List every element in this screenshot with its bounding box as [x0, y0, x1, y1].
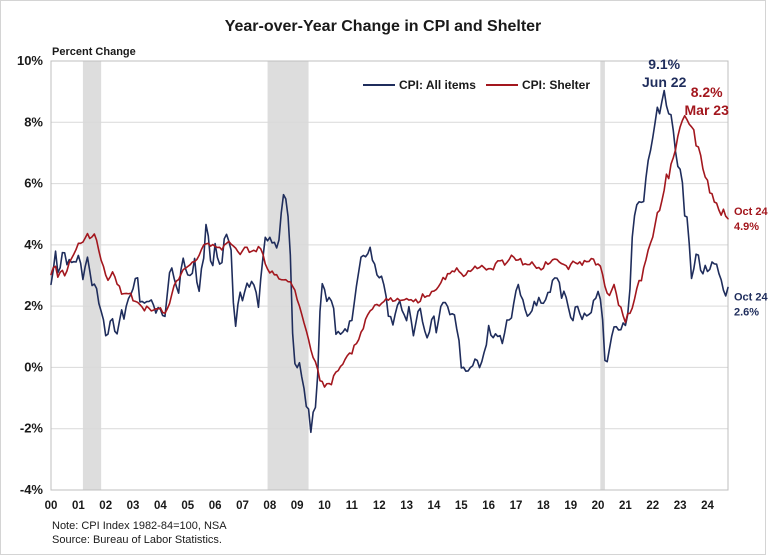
svg-text:12: 12	[373, 500, 386, 512]
svg-text:16: 16	[482, 500, 495, 512]
svg-text:13: 13	[400, 500, 413, 512]
svg-text:08: 08	[263, 500, 276, 512]
svg-text:21: 21	[619, 500, 632, 512]
svg-text:22: 22	[646, 500, 659, 512]
svg-text:04: 04	[154, 500, 167, 512]
svg-text:8%: 8%	[24, 114, 43, 129]
svg-text:03: 03	[127, 500, 140, 512]
svg-text:Oct 24: Oct 24	[734, 292, 768, 304]
svg-text:Mar 23: Mar 23	[685, 102, 730, 118]
svg-text:2%: 2%	[24, 298, 43, 313]
svg-text:15: 15	[455, 500, 468, 512]
svg-text:CPI: All items: CPI: All items	[399, 78, 476, 92]
svg-text:07: 07	[236, 500, 249, 512]
svg-text:Jun 22: Jun 22	[642, 74, 687, 90]
svg-text:14: 14	[428, 500, 441, 512]
svg-text:2.6%: 2.6%	[734, 307, 759, 319]
svg-text:-4%: -4%	[20, 482, 44, 497]
svg-text:10%: 10%	[17, 53, 43, 68]
svg-text:6%: 6%	[24, 176, 43, 191]
svg-text:4%: 4%	[24, 237, 43, 252]
svg-text:24: 24	[701, 500, 714, 512]
svg-text:00: 00	[45, 500, 58, 512]
svg-text:0%: 0%	[24, 359, 43, 374]
svg-text:06: 06	[209, 500, 222, 512]
svg-text:CPI: Shelter: CPI: Shelter	[522, 78, 590, 92]
svg-text:01: 01	[72, 500, 85, 512]
svg-text:20: 20	[592, 500, 605, 512]
svg-text:02: 02	[99, 500, 112, 512]
svg-text:23: 23	[674, 500, 687, 512]
svg-text:11: 11	[346, 500, 359, 512]
svg-text:4.9%: 4.9%	[734, 221, 759, 233]
svg-text:Oct 24: Oct 24	[734, 206, 768, 218]
svg-text:-2%: -2%	[20, 421, 44, 436]
svg-text:09: 09	[291, 500, 304, 512]
svg-text:18: 18	[537, 500, 550, 512]
svg-text:05: 05	[181, 500, 194, 512]
svg-text:10: 10	[318, 500, 331, 512]
svg-text:8.2%: 8.2%	[691, 84, 723, 100]
svg-text:17: 17	[510, 500, 523, 512]
svg-text:9.1%: 9.1%	[648, 56, 680, 72]
svg-text:19: 19	[564, 500, 577, 512]
